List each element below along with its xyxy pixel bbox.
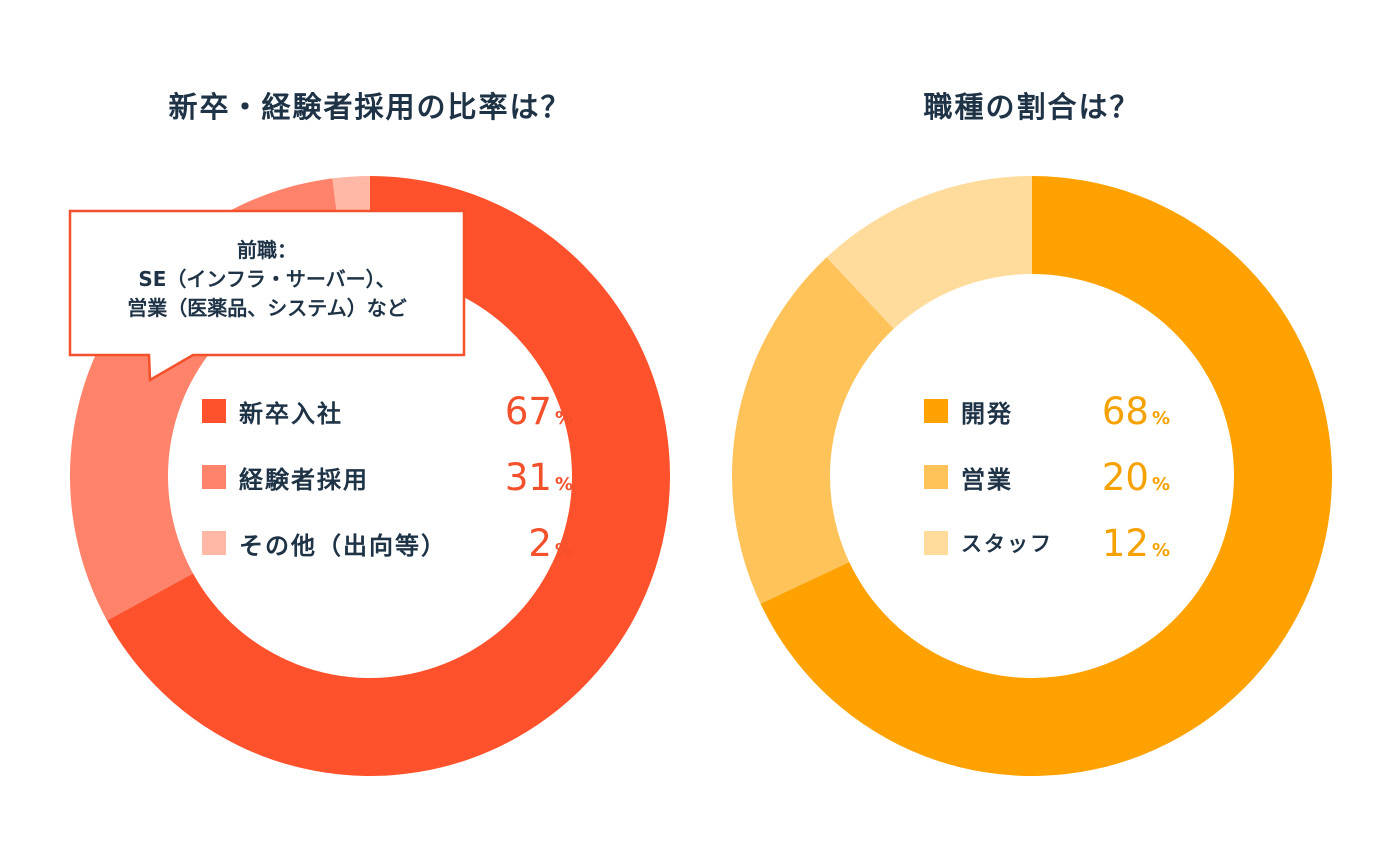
donut-slice-1-2 (826, 176, 1032, 329)
legend-label: 営業 (961, 465, 1013, 494)
legend-swatch (924, 399, 948, 423)
legend-unit: % (1151, 539, 1170, 561)
donut-slice-1-1 (731, 257, 894, 604)
legend-value: 2 (528, 521, 552, 565)
legend-unit: % (1151, 407, 1170, 429)
legend-item-other: その他（出向等） 2% (202, 510, 573, 576)
legend-unit: % (1151, 473, 1170, 495)
legend-label: その他（出向等） (239, 531, 447, 560)
donut-slice-1-0 (760, 176, 1332, 776)
legend-unit: % (554, 407, 573, 429)
legend-label: 新卒入社 (239, 399, 343, 428)
chart-title-hiring-ratio: 新卒・経験者採用の比率は？ (168, 90, 572, 124)
legend-value: 20 (1101, 455, 1149, 499)
callout-line-2: SE（インフラ・サーバー）、 (138, 267, 396, 291)
legend-item-development: 開発 68% (924, 378, 1170, 444)
legend-job-type-ratio: 開発 68% 営業 20% スタッフ 12% (924, 378, 1170, 576)
legend-unit: % (554, 539, 573, 561)
donut-job-type-ratio (731, 176, 1332, 776)
legend-label: 開発 (961, 399, 1013, 428)
legend-value: 31 (504, 455, 552, 499)
legend-value: 12 (1101, 521, 1149, 565)
callout-line-3: 営業（医薬品、システム）など (127, 296, 407, 320)
legend-swatch (924, 465, 948, 489)
legend-label: スタッフ (961, 532, 1053, 556)
legend-swatch (202, 465, 226, 489)
chart-title-job-type-ratio: 職種の割合は？ (923, 90, 1141, 124)
legend-value: 68 (1101, 389, 1149, 433)
donut-slice-0-0 (107, 176, 671, 776)
legend-item-experienced-hire: 経験者採用 31% (202, 444, 573, 510)
callout-line-1: 前職： (237, 238, 297, 262)
callout-previous-career: 前職： SE（インフラ・サーバー）、 営業（医薬品、システム）など (69, 210, 465, 356)
legend-item-sales: 営業 20% (924, 444, 1170, 510)
legend-hiring-ratio: 新卒入社 67% 経験者採用 31% その他（出向等） 2% (202, 378, 573, 576)
legend-label: 経験者採用 (239, 465, 369, 494)
legend-item-new-graduate: 新卒入社 67% (202, 378, 573, 444)
legend-swatch (202, 531, 226, 555)
callout-bubble (68, 209, 466, 383)
legend-swatch (202, 399, 226, 423)
legend-unit: % (554, 473, 573, 495)
legend-swatch (924, 531, 948, 555)
legend-item-staff: スタッフ 12% (924, 510, 1170, 576)
legend-value: 67 (504, 389, 552, 433)
